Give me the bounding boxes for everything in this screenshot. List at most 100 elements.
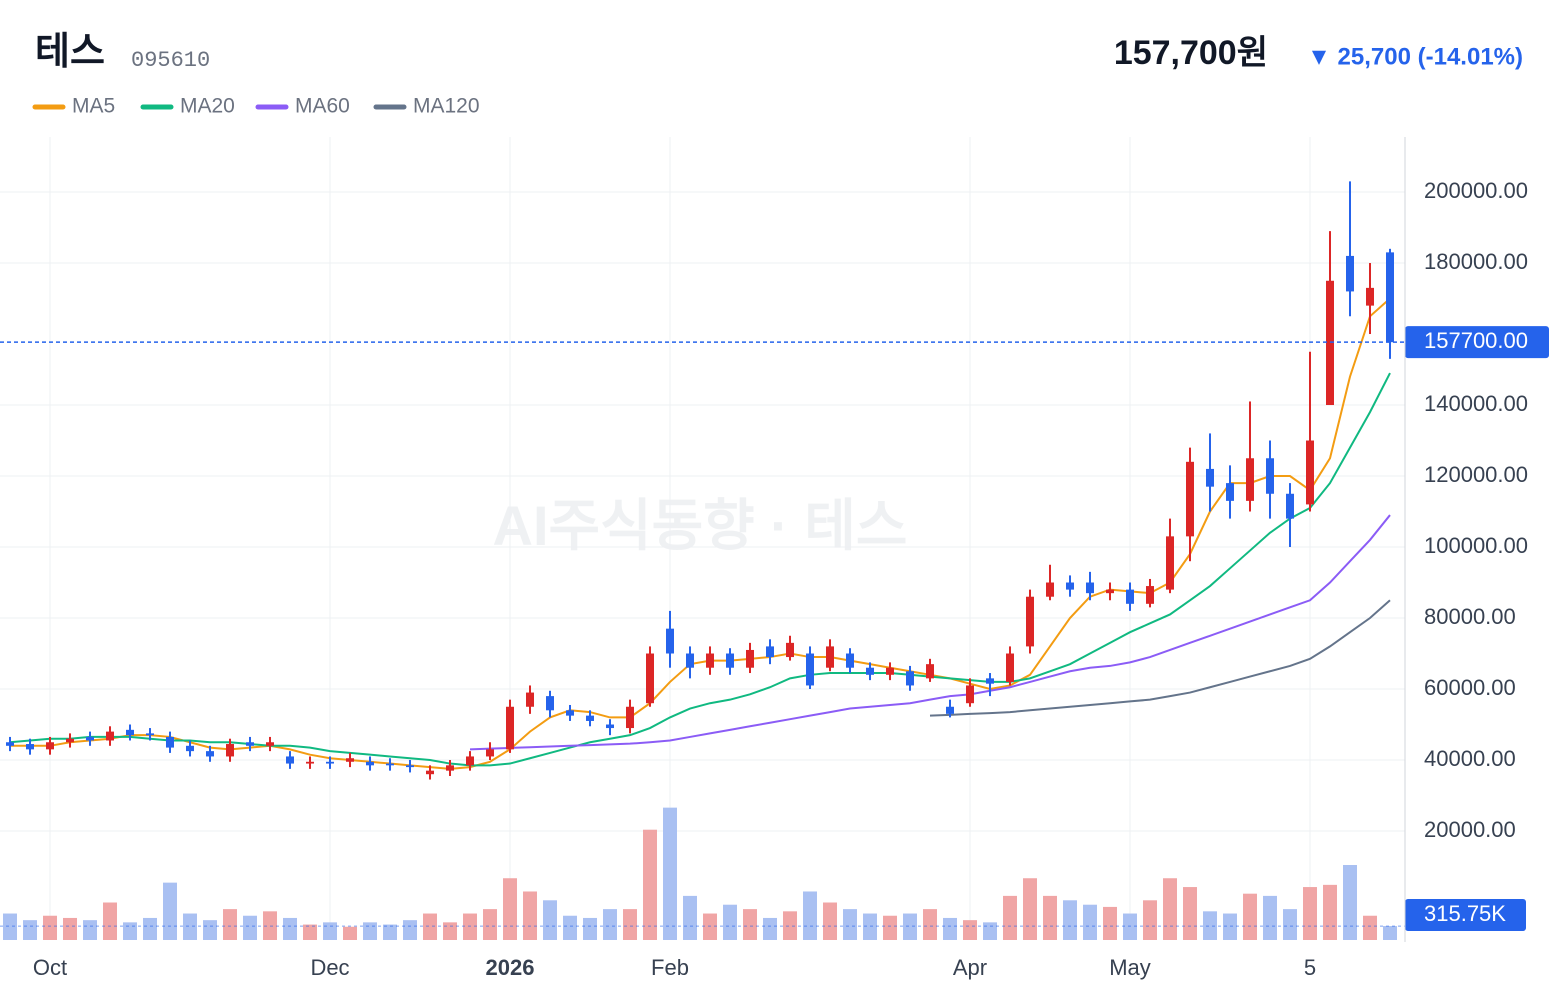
y-tick-label: 40000.00 [1424, 746, 1516, 771]
candle-body [406, 765, 414, 768]
candle-body [1346, 255, 1354, 292]
candle-body [26, 744, 34, 750]
volume-bar [563, 915, 577, 940]
grid [0, 137, 1405, 940]
candle-body [186, 745, 194, 752]
volume-bar [1183, 887, 1197, 940]
volume-bar [943, 917, 957, 940]
candle-body [1246, 458, 1254, 501]
candle-body [806, 653, 814, 686]
x-tick-label: Feb [651, 955, 689, 980]
volume-bar [1043, 895, 1057, 940]
candle-body [726, 653, 734, 668]
volume-bar [963, 920, 977, 940]
y-tick-label: 20000.00 [1424, 817, 1516, 842]
volume-bar [183, 913, 197, 940]
volume-bar [543, 900, 557, 940]
candle-body [646, 653, 654, 704]
ma-lines [9, 297, 1391, 770]
watermark: AI주식동향 · 테스 [493, 494, 908, 557]
candle-body [606, 724, 614, 729]
volume-bar [83, 920, 97, 940]
candle-body [166, 736, 174, 748]
candle-body [246, 742, 254, 746]
volume-bar [1123, 913, 1137, 940]
legend-label: MA60 [295, 95, 350, 118]
candle-body [886, 667, 894, 675]
candle-body [1306, 440, 1314, 505]
y-tick-label: 180000.00 [1424, 249, 1528, 274]
volume-bar [243, 915, 257, 940]
volume-bar [1023, 878, 1037, 940]
volume-bar [663, 807, 677, 940]
volume-bar [723, 904, 737, 940]
candle-body [106, 731, 114, 741]
candle-body [326, 761, 334, 764]
volume-bar [603, 909, 617, 940]
candle-body [826, 646, 834, 668]
volume-bar [983, 922, 997, 940]
volume-bar [883, 915, 897, 940]
volume-bar [843, 909, 857, 940]
volume-bar [1383, 926, 1397, 940]
legend-label: MA20 [180, 95, 235, 118]
volume-bar [1283, 909, 1297, 940]
volume-label: 315.75K [1424, 901, 1506, 926]
candle-body [526, 692, 534, 707]
volume-bar [203, 920, 217, 940]
volume-bar [643, 829, 657, 940]
candle-body [926, 664, 934, 679]
candle-body [66, 738, 74, 743]
candle-body [966, 685, 974, 704]
candle-body [946, 706, 954, 714]
volume-bar [1363, 915, 1377, 940]
candle-body [226, 744, 234, 757]
volume-bar [1323, 884, 1337, 940]
volume-bar [1163, 878, 1177, 940]
candle-body [1086, 582, 1094, 594]
candle-body [686, 653, 694, 668]
volume-bar [303, 924, 317, 940]
volume-bar [443, 922, 457, 940]
legend-label: MA5 [72, 95, 115, 118]
volume-bar [903, 913, 917, 940]
ma-line [10, 297, 1391, 770]
y-tick-label: 100000.00 [1424, 533, 1528, 558]
stock-name: 테스 [35, 31, 105, 73]
candle-body [1006, 653, 1014, 682]
volume-bar [143, 917, 157, 940]
y-tick-label: 120000.00 [1424, 462, 1528, 487]
candle-body [386, 763, 394, 766]
volume-bar [703, 913, 717, 940]
legend-label: MA120 [413, 95, 480, 118]
candle-body [1066, 582, 1074, 590]
candle-body [446, 765, 454, 771]
candle-body [1206, 468, 1214, 487]
price: 157,700원 [1114, 34, 1268, 72]
ma-line [929, 599, 1391, 717]
volume-bar [1243, 893, 1257, 940]
candle-body [346, 758, 354, 762]
candle-body [6, 742, 14, 746]
volume-bar [523, 891, 537, 940]
volume-bar [1263, 895, 1277, 940]
volume-bar [363, 922, 377, 940]
candle-body [746, 649, 754, 668]
volume-bar [283, 917, 297, 940]
volume-pane [0, 807, 1405, 940]
candle-body [1186, 461, 1194, 537]
candle-body [766, 646, 774, 658]
candle-body [366, 761, 374, 766]
candle-body [506, 706, 514, 750]
volume-bar [1223, 913, 1237, 940]
volume-bar [503, 878, 517, 940]
y-tick-label: 80000.00 [1424, 604, 1516, 629]
x-tick-label: May [1109, 955, 1151, 980]
price-change: ▼ 25,700 (-14.01%) [1307, 43, 1523, 70]
candle-body [786, 642, 794, 658]
volume-bar [403, 920, 417, 940]
candle-body [306, 761, 314, 764]
candle-body [626, 706, 634, 729]
candle-body [206, 751, 214, 757]
